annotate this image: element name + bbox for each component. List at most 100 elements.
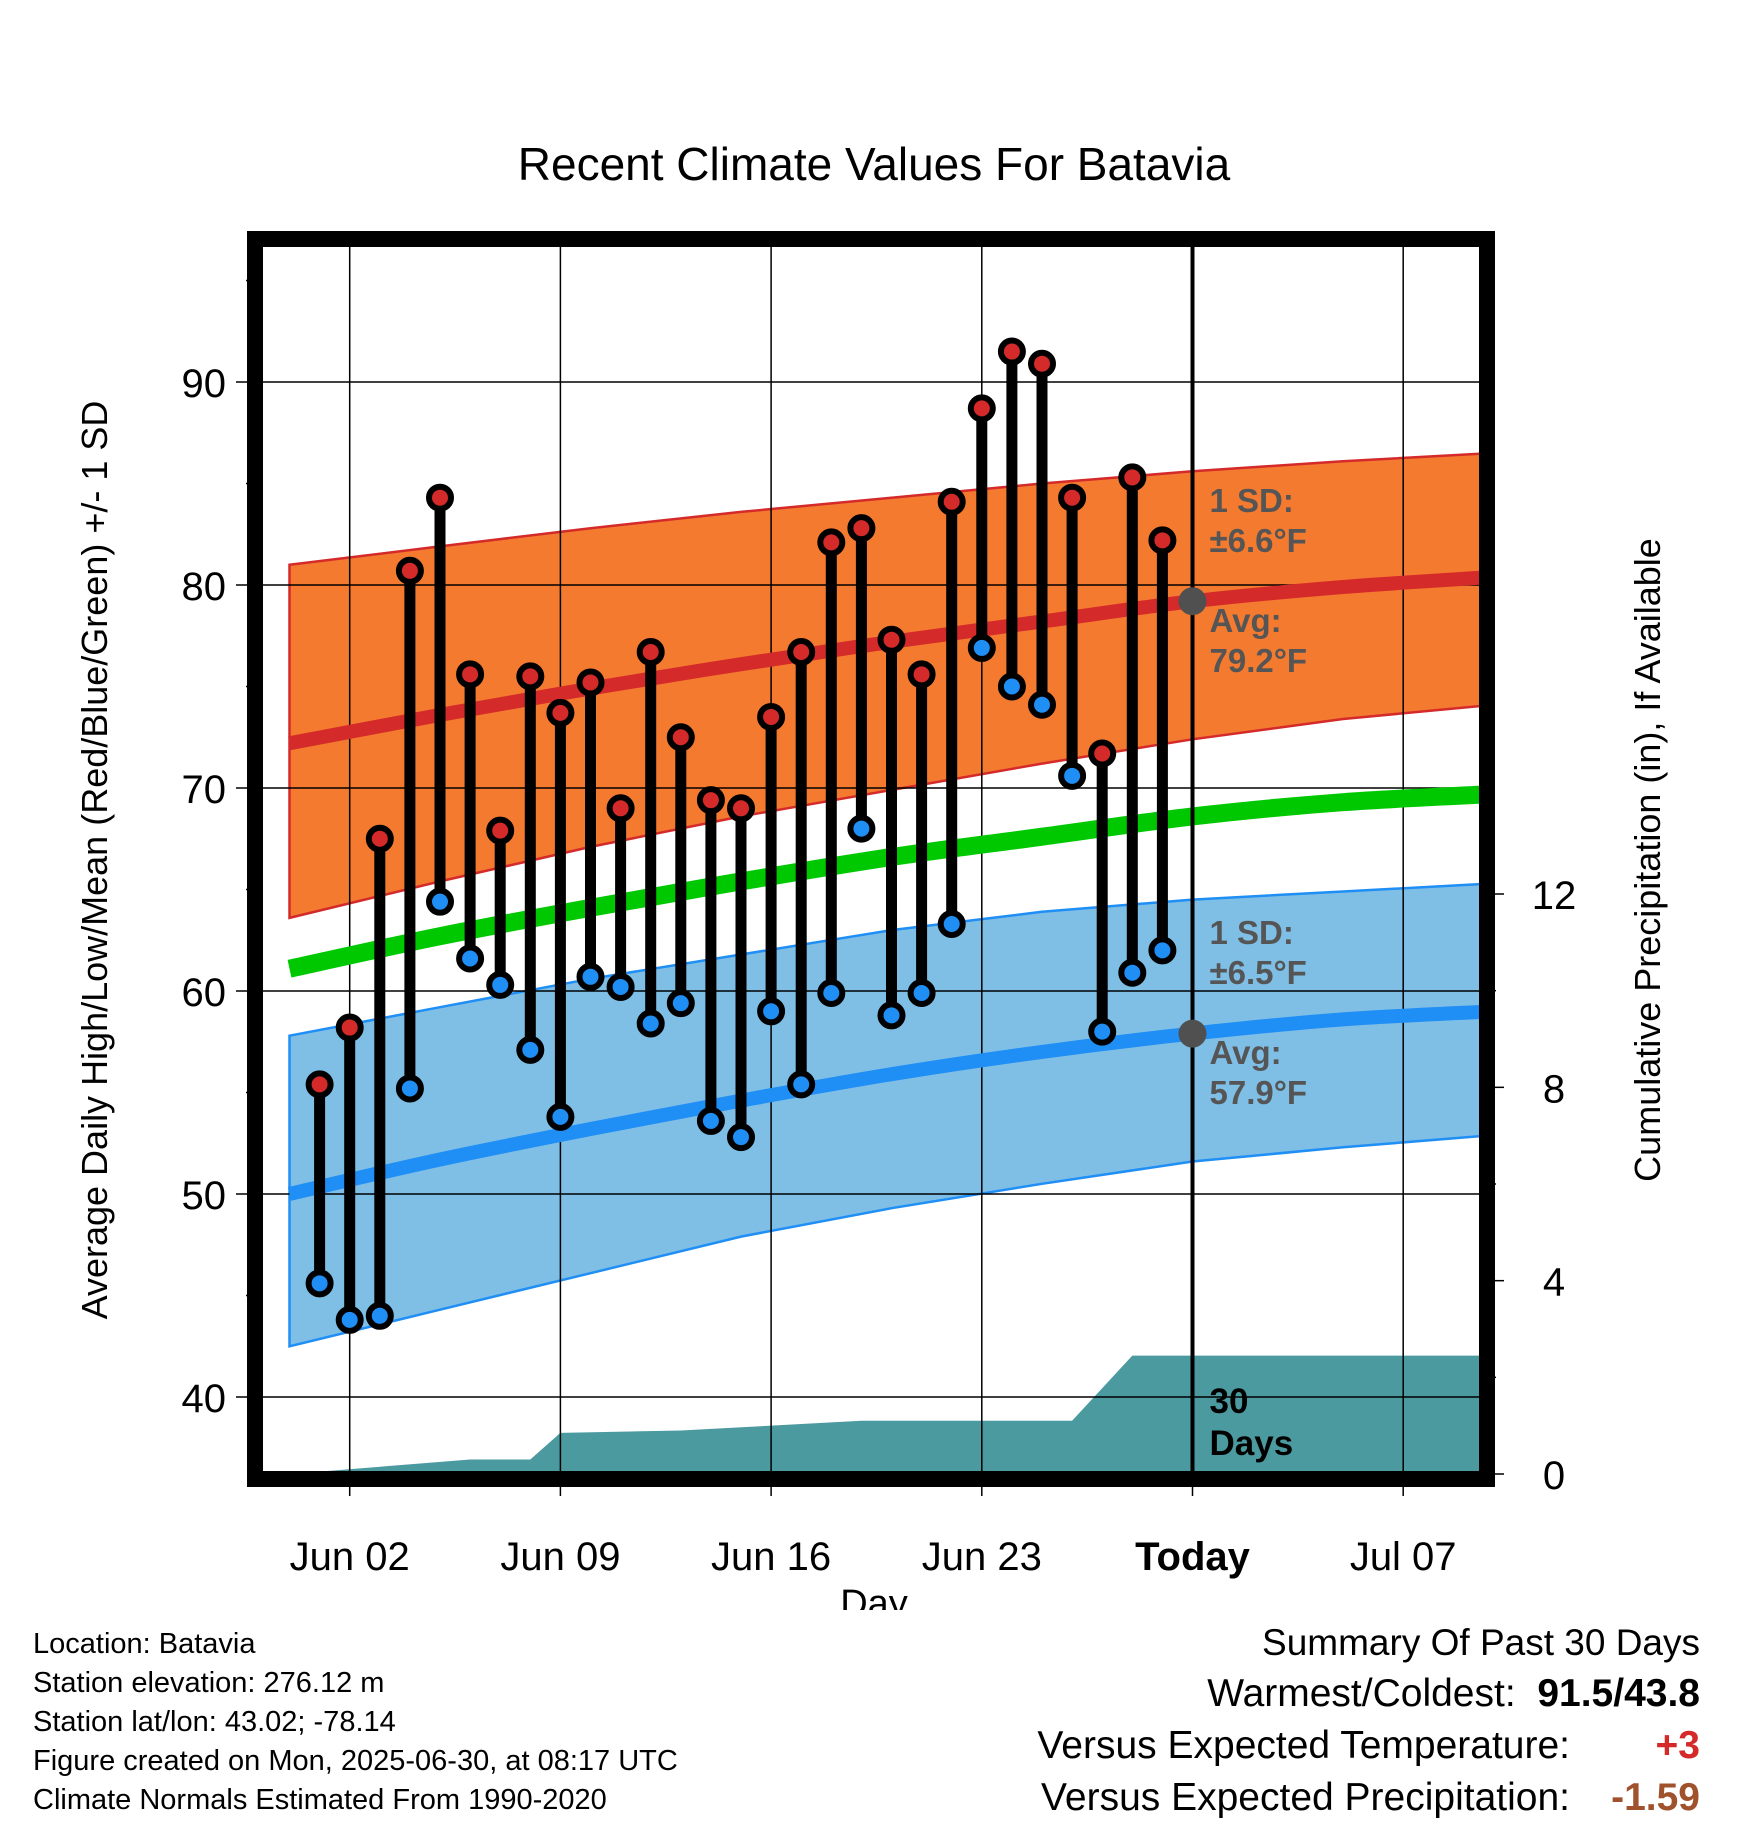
temp-value: +3 <box>1655 1724 1700 1767</box>
obs-low-marker <box>486 970 515 999</box>
obs-low-marker <box>757 997 786 1026</box>
y-tick-label: 40 <box>182 1377 227 1421</box>
y-tick-label: 50 <box>182 1174 227 1218</box>
obs-high-marker <box>847 514 876 543</box>
obs-low-marker <box>426 887 454 916</box>
y-tick-label: 80 <box>182 565 227 609</box>
x-tick-label: Jun 02 <box>290 1535 410 1579</box>
obs-low-marker <box>666 989 695 1018</box>
obs-low-marker <box>937 910 966 939</box>
x-axis-label: Day <box>840 1583 908 1610</box>
warm-cold-value: 91.5/43.8 <box>1537 1672 1700 1715</box>
obs-high-marker <box>907 660 936 689</box>
obs-low-marker <box>576 962 605 991</box>
obs-high-marker <box>606 794 635 823</box>
obs-high-marker <box>727 794 755 823</box>
y2-tick-label: 12 <box>1532 874 1577 918</box>
y-axis-label: Average Daily High/Low/Mean (Red/Blue/Gr… <box>74 401 115 1320</box>
obs-high-marker <box>1028 349 1056 378</box>
obs-low-marker <box>305 1269 334 1298</box>
obs-high-marker <box>937 487 966 516</box>
obs-low-marker <box>1028 690 1056 719</box>
obs-low-marker <box>817 979 846 1008</box>
obs-high-marker <box>817 528 846 557</box>
plot-frame <box>247 231 1495 1487</box>
obs-high-marker <box>1118 463 1147 492</box>
obs-low-marker <box>365 1301 394 1330</box>
obs-high-marker <box>877 625 906 654</box>
obs-high-marker <box>516 662 545 691</box>
low-sd-label: 1 SD: <box>1210 914 1294 951</box>
today-low-avg-marker <box>1178 1019 1207 1048</box>
obs-high-marker <box>1148 526 1177 555</box>
obs-high-marker <box>1088 739 1117 768</box>
low-sd-value: ±6.5°F <box>1210 954 1307 991</box>
obs-high-marker <box>696 786 725 815</box>
elevation-text: Station elevation: 276.12 m <box>33 1667 385 1699</box>
obs-low-marker <box>727 1123 755 1152</box>
obs-high-marker <box>395 556 424 585</box>
location-text: Location: Batavia <box>33 1628 256 1660</box>
y2-tick-label: 8 <box>1543 1067 1565 1111</box>
created-text: Figure created on Mon, 2025-06-30, at 08… <box>33 1745 678 1777</box>
obs-low-marker <box>907 979 936 1008</box>
days-label-text: Days <box>1210 1424 1294 1463</box>
obs-low-marker <box>636 1009 665 1038</box>
high-sd-label: 1 SD: <box>1210 482 1294 519</box>
obs-low-marker <box>1118 958 1147 987</box>
low-avg-value: 57.9°F <box>1210 1074 1308 1111</box>
precip-value: -1.59 <box>1611 1776 1700 1819</box>
obs-low-marker <box>395 1074 424 1103</box>
obs-low-marker <box>606 972 635 1001</box>
days-label-number: 30 <box>1210 1382 1249 1421</box>
y-tick-label: 90 <box>182 362 227 406</box>
obs-high-marker <box>486 816 515 845</box>
obs-low-marker <box>847 814 876 843</box>
y2-tick-label: 4 <box>1543 1261 1565 1305</box>
obs-high-marker <box>636 637 665 666</box>
obs-high-marker <box>365 824 394 853</box>
plot-area <box>260 244 1482 1474</box>
summary-precip-row: Versus Expected Precipitation: -1.59 <box>900 1772 1700 1824</box>
obs-high-marker <box>546 698 575 727</box>
obs-high-marker <box>666 723 695 752</box>
obs-high-marker <box>335 1013 364 1042</box>
obs-low-marker <box>1058 761 1087 790</box>
obs-low-marker <box>967 633 996 662</box>
x-tick-label: Today <box>1135 1535 1251 1579</box>
x-tick-label: Jun 16 <box>711 1535 831 1579</box>
obs-low-marker <box>1148 936 1177 965</box>
y-tick-label: 70 <box>182 768 227 812</box>
summary-warm-cold-row: Warmest/Coldest: 91.5/43.8 <box>900 1668 1700 1720</box>
low-normal-line <box>287 1004 1482 1201</box>
chart-title: Recent Climate Values For Batavia <box>518 138 1231 190</box>
y2-tick-label: 0 <box>1543 1454 1565 1498</box>
normals-text: Climate Normals Estimated From 1990-2020 <box>33 1784 607 1816</box>
x-tick-label: Jun 09 <box>500 1535 620 1579</box>
warm-cold-label: Warmest/Coldest: <box>1207 1672 1516 1715</box>
obs-high-marker <box>757 702 786 731</box>
obs-low-marker <box>546 1102 575 1131</box>
x-tick-label: Jul 07 <box>1350 1535 1457 1579</box>
y-tick-label: 60 <box>182 971 227 1015</box>
obs-high-marker <box>426 483 454 512</box>
obs-low-marker <box>456 944 485 973</box>
obs-low-marker <box>696 1106 725 1135</box>
obs-high-marker <box>997 337 1026 366</box>
obs-high-marker <box>1058 483 1087 512</box>
low-avg-label: Avg: <box>1210 1034 1282 1071</box>
y2-axis-label: Cumulative Precipitation (in), If Availa… <box>1627 538 1668 1182</box>
high-sd-value: ±6.6°F <box>1210 522 1307 559</box>
obs-low-marker <box>335 1305 364 1334</box>
station-metadata: Location: Batavia Station elevation: 276… <box>33 1625 678 1820</box>
temp-label: Versus Expected Temperature: <box>1037 1724 1570 1767</box>
obs-low-marker <box>997 672 1026 701</box>
obs-high-marker <box>305 1070 334 1099</box>
precip-label: Versus Expected Precipitation: <box>1041 1776 1570 1819</box>
x-tick-label: Jun 23 <box>922 1535 1042 1579</box>
climate-chart: Recent Climate Values For Batavia 1 SD:±… <box>74 138 1668 1610</box>
obs-high-marker <box>576 668 605 697</box>
high-avg-value: 79.2°F <box>1210 642 1308 679</box>
obs-low-marker <box>787 1070 816 1099</box>
summary-title: Summary Of Past 30 Days <box>1262 1622 1700 1663</box>
